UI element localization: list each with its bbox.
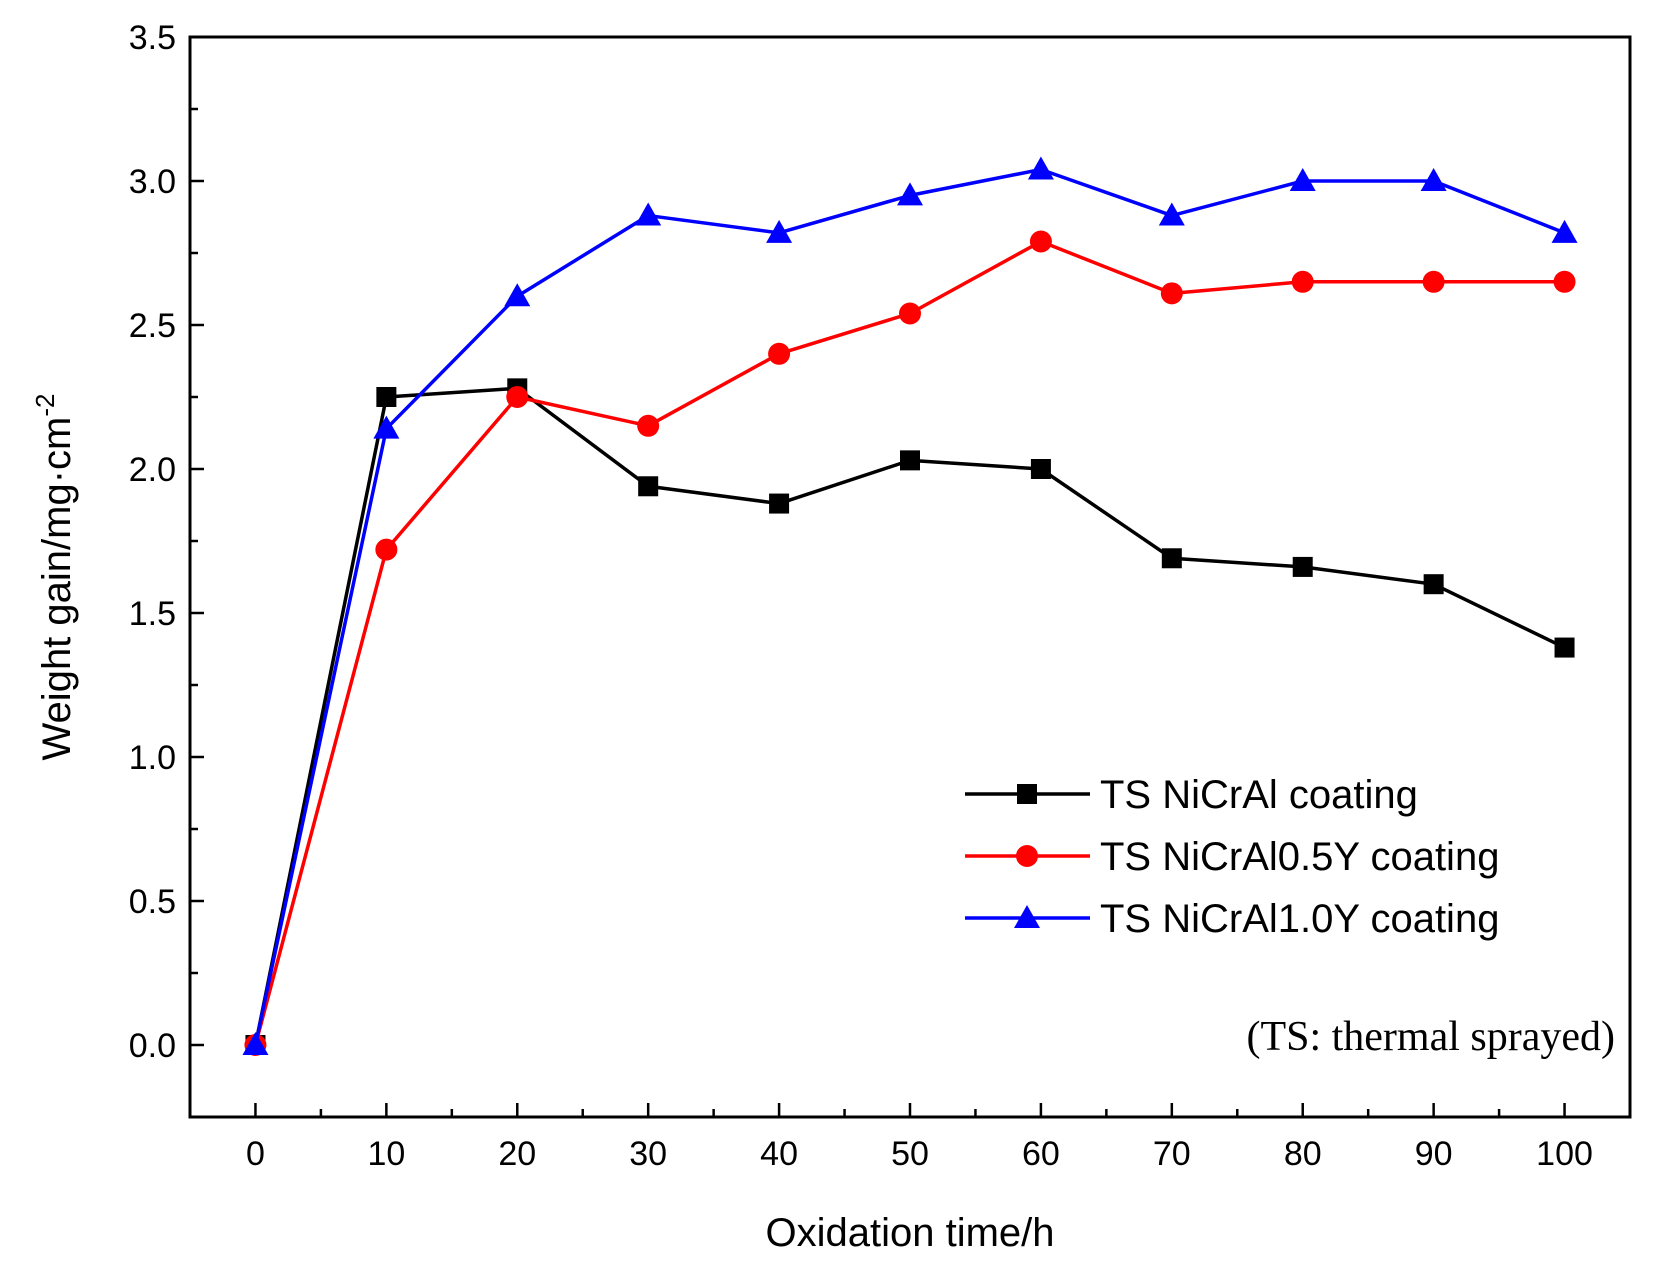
data-point	[638, 476, 659, 497]
y-axis-label: Weight gain/mg·cm-2	[30, 394, 79, 761]
data-point	[504, 283, 531, 307]
legend: TS NiCrAl coating TS NiCrAl0.5Y coating TS…	[965, 773, 1499, 941]
legend-item: TS NiCrAl1.0Y coating	[965, 897, 1499, 941]
data-point	[373, 415, 400, 439]
data-point	[769, 493, 790, 514]
series-3	[242, 156, 1578, 1055]
data-point	[1553, 270, 1576, 293]
data-point	[242, 1032, 269, 1055]
data-point	[1554, 637, 1575, 658]
data-point	[1423, 574, 1444, 595]
data-point	[766, 219, 793, 243]
y-axis-ticks: 0.0 0.5 1.0 1.5 2.0 2.5 3.0 3.5	[129, 19, 204, 1119]
legend-item: TS NiCrAl coating	[965, 773, 1418, 817]
x-tick-label: 70	[1153, 1135, 1191, 1173]
data-point	[1422, 270, 1445, 293]
x-tick-label: 100	[1536, 1135, 1593, 1173]
x-tick-label: 20	[498, 1135, 536, 1173]
x-tick-label: 30	[629, 1135, 667, 1173]
data-point	[1160, 282, 1183, 305]
x-tick-label: 10	[367, 1135, 405, 1173]
x-tick-label: 60	[1022, 1135, 1060, 1173]
legend-label: TS NiCrAl0.5Y coating	[1100, 835, 1499, 879]
data-point	[768, 342, 791, 365]
x-tick-label: 50	[891, 1135, 929, 1173]
y-tick-label: 1.0	[129, 739, 176, 777]
legend-marker	[1014, 905, 1040, 928]
y-tick-label: 1.5	[129, 595, 176, 633]
x-axis-ticks: 0 10 20 30 40 50 60 70 80 90 100	[188, 1103, 1632, 1173]
data-point	[900, 450, 920, 471]
data-point	[1027, 156, 1054, 180]
x-axis-label: Oxidation time/h	[765, 1211, 1054, 1255]
data-point	[899, 302, 921, 325]
data-point	[1420, 168, 1447, 191]
series-2	[244, 230, 1576, 1056]
data-point	[375, 538, 398, 561]
y-tick-label: 2.0	[129, 451, 176, 489]
series-layer	[242, 156, 1578, 1056]
y-axis-label-text: Weight gain/mg·cm	[35, 417, 79, 761]
data-point	[635, 202, 662, 226]
data-point	[506, 386, 529, 408]
y-tick-label: 3.0	[129, 163, 176, 201]
legend-marker	[1017, 784, 1037, 804]
data-point	[897, 182, 923, 206]
x-tick-label: 90	[1415, 1135, 1453, 1173]
data-point	[1291, 270, 1314, 293]
data-point	[1158, 202, 1185, 226]
legend-item: TS NiCrAl0.5Y coating	[965, 835, 1499, 879]
data-point	[1161, 548, 1182, 569]
y-tick-label: 0.5	[129, 883, 176, 921]
legend-label: TS NiCrAl coating	[1100, 773, 1418, 817]
series-line	[253, 386, 1566, 1046]
x-tick-label: 80	[1284, 1135, 1322, 1173]
x-tick-label: 0	[246, 1135, 265, 1173]
x-tick-label: 40	[760, 1135, 798, 1173]
y-axis-label-superscript: -2	[30, 394, 60, 417]
legend-marker	[1016, 845, 1038, 867]
y-tick-label: 3.5	[129, 19, 176, 57]
data-point	[376, 387, 397, 407]
data-point	[1551, 219, 1578, 243]
y-tick-label: 2.5	[129, 307, 176, 345]
data-point	[1292, 556, 1313, 577]
y-tick-label: 0.0	[129, 1027, 176, 1065]
data-point	[637, 414, 660, 437]
data-point	[1289, 168, 1316, 191]
data-point	[1030, 459, 1051, 479]
legend-label: TS NiCrAl1.0Y coating	[1100, 897, 1499, 941]
chart-annotation: (TS: thermal sprayed)	[1246, 1014, 1615, 1060]
data-point	[1029, 230, 1052, 253]
